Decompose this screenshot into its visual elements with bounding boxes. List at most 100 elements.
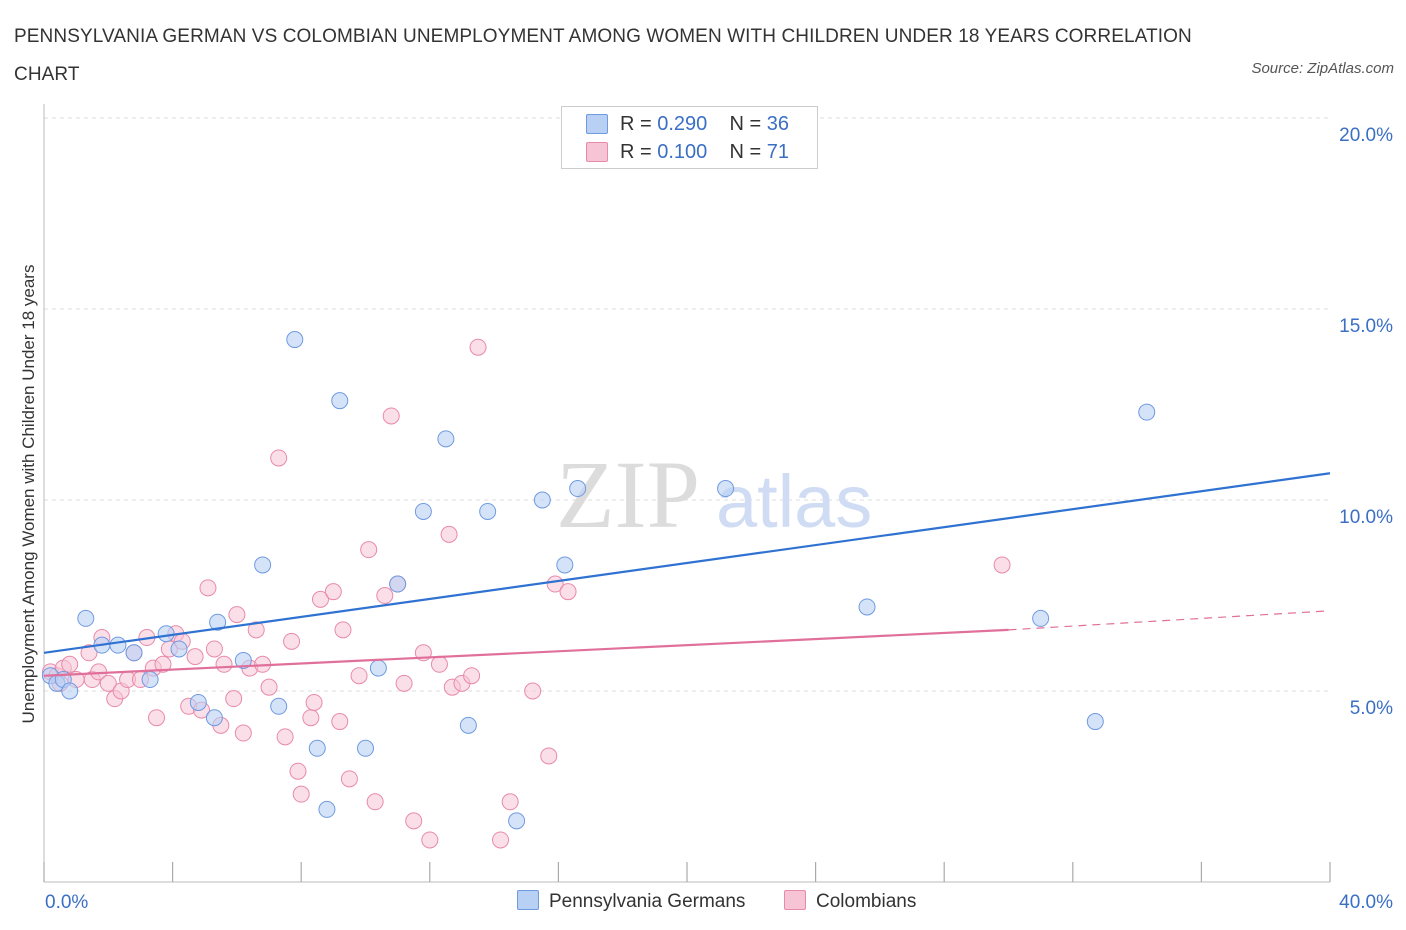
colombians-point xyxy=(440,525,458,543)
colombians-point xyxy=(61,655,79,673)
colombians-point xyxy=(302,709,320,727)
pennsylvania-germans-point xyxy=(157,625,175,643)
colombians-point xyxy=(292,785,310,803)
colombians-point xyxy=(524,682,542,700)
bottom-legend-label: Colombians xyxy=(816,891,917,912)
pennsylvania-germans-point xyxy=(437,430,455,448)
colombians-point xyxy=(283,632,301,650)
colombians-point xyxy=(80,644,98,662)
legend-n-label: N = xyxy=(729,113,762,135)
colombians-point xyxy=(228,606,246,624)
colombians-point xyxy=(199,579,217,597)
colombians-point xyxy=(99,674,117,692)
legend-n-value: 36 xyxy=(766,113,790,135)
pennsylvania-germans-point xyxy=(569,480,587,498)
pennsylvania-germans-points xyxy=(41,331,1156,830)
colombians-point xyxy=(376,587,394,604)
colombians-point xyxy=(234,724,252,742)
pennsylvania-germans-point xyxy=(270,697,288,715)
legend-swatch-blue xyxy=(586,114,608,134)
colombians-point xyxy=(421,831,439,849)
legend-n-value: 71 xyxy=(766,141,790,163)
watermark-atlas: atlas xyxy=(716,460,872,543)
pennsylvania-germans-point xyxy=(414,502,432,520)
pennsylvania-germans-point xyxy=(318,800,336,818)
bottom-legend-swatch-blue xyxy=(517,890,539,910)
x-tick-label-max: 40.0% xyxy=(1339,892,1393,913)
chart-title: PENNSYLVANIA GERMAN VS COLOMBIAN UNEMPLO… xyxy=(14,26,1192,85)
colombians-point xyxy=(350,667,368,685)
colombians-trend-line-extension xyxy=(1008,610,1331,631)
colombians-point xyxy=(405,812,423,830)
colombians-point xyxy=(331,713,349,731)
colombians-point xyxy=(205,640,223,658)
pennsylvania-germans-point xyxy=(389,575,407,593)
pennsylvania-germans-point xyxy=(234,651,252,669)
source-label: Source: ZipAtlas.com xyxy=(1251,60,1394,77)
colombians-point xyxy=(469,338,487,356)
bottom-legend-pennsylvania-germans: Pennsylvania Germans xyxy=(517,889,745,915)
colombians-point xyxy=(154,655,172,673)
gridlines xyxy=(44,117,1330,692)
colombians-point xyxy=(463,667,481,685)
colombians-point xyxy=(311,590,329,608)
colombians-point xyxy=(395,674,413,692)
legend-r-value: 0.290 xyxy=(657,113,708,135)
pennsylvania-germans-point xyxy=(459,716,477,734)
legend-r-label: R = xyxy=(620,141,652,163)
legend-r-value: 0.100 xyxy=(657,141,708,163)
pennsylvania-germans-point xyxy=(508,812,526,830)
trend-lines xyxy=(43,472,1331,677)
pennsylvania-germans-trend-line xyxy=(43,472,1331,654)
colombians-trend-line xyxy=(43,628,1009,677)
pennsylvania-germans-point xyxy=(858,598,876,616)
pennsylvania-germans-point xyxy=(109,636,127,654)
pennsylvania-germans-point xyxy=(205,709,223,727)
pennsylvania-germans-point xyxy=(331,392,349,410)
colombians-point xyxy=(360,541,378,559)
pennsylvania-germans-point xyxy=(141,671,159,689)
pennsylvania-germans-point xyxy=(479,502,497,520)
legend-r-label: R = xyxy=(620,113,652,135)
pennsylvania-germans-point xyxy=(209,613,227,631)
pennsylvania-germans-point xyxy=(125,644,143,662)
colombians-point xyxy=(540,747,558,765)
colombians-point xyxy=(289,762,307,780)
bottom-legend-colombians: Colombians xyxy=(784,889,916,915)
colombians-point xyxy=(559,583,577,601)
colombians-point xyxy=(501,793,519,811)
pennsylvania-germans-point xyxy=(254,556,272,574)
y-tick-label: 15.0% xyxy=(1339,316,1393,337)
pennsylvania-germans-point xyxy=(286,331,304,349)
pennsylvania-germans-point xyxy=(77,609,95,627)
correlation-legend: R = 0.290 N = 36 R = 0.100 N = 71 xyxy=(561,106,818,169)
colombians-point xyxy=(215,655,233,673)
colombians-point xyxy=(340,770,358,788)
pennsylvania-germans-point xyxy=(357,739,374,757)
colombians-point xyxy=(430,655,448,673)
colombians-point xyxy=(993,556,1011,574)
y-axis-title: Unemployment Among Women with Children U… xyxy=(19,265,38,724)
bottom-legend-label: Pennsylvania Germans xyxy=(549,891,746,912)
colombians-point xyxy=(324,583,342,601)
colombians-point xyxy=(247,621,265,639)
legend-n-label: N = xyxy=(729,141,762,163)
colombians-point xyxy=(382,407,400,425)
colombians-point xyxy=(260,678,278,696)
pennsylvania-germans-point xyxy=(170,640,188,658)
colombians-point xyxy=(270,449,288,467)
colombians-point xyxy=(492,831,510,849)
colombians-point xyxy=(366,793,384,811)
y-tick-label: 20.0% xyxy=(1339,125,1393,146)
legend-swatch-pink xyxy=(586,142,608,162)
bottom-legend-swatch-pink xyxy=(784,890,806,910)
pennsylvania-germans-point xyxy=(533,491,551,509)
pennsylvania-germans-point xyxy=(61,682,79,700)
x-tick-label-min: 0.0% xyxy=(45,892,88,913)
y-tick-label: 5.0% xyxy=(1350,698,1393,719)
pennsylvania-germans-point xyxy=(189,693,207,711)
colombians-point xyxy=(186,648,204,666)
colombians-point xyxy=(334,621,352,639)
colombians-point xyxy=(305,693,323,711)
